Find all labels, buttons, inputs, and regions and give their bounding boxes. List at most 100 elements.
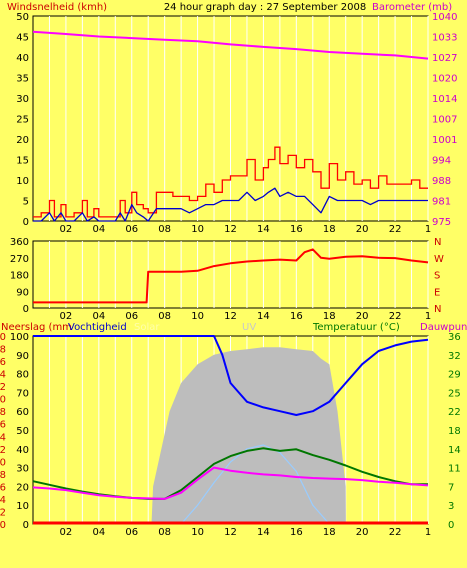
temperature-tick-label: 22: [448, 407, 461, 418]
x-tick-label: 06: [125, 224, 138, 235]
rain-tick-label: 0: [0, 520, 6, 531]
rain-tick-label: 12: [0, 445, 6, 456]
humidity-tick-label: 50: [16, 426, 29, 437]
x-tick-label: 22: [389, 527, 402, 538]
wind-tick-label: 50: [16, 12, 29, 23]
x-tick-label: 12: [224, 311, 237, 322]
uv-label: UV: [242, 322, 256, 333]
barometer-tick-label: 1027: [432, 53, 457, 64]
humidity-tick-label: 70: [16, 388, 29, 399]
rain-tick-label: 24: [0, 370, 6, 381]
compass-tick-label: N: [434, 304, 441, 315]
x-tick-label: 20: [356, 527, 369, 538]
wind-tick-label: 20: [16, 135, 29, 146]
barometer-tick-label: 975: [432, 217, 451, 228]
rain-tick-label: 26: [0, 357, 6, 368]
x-tick-label: 1: [425, 527, 431, 538]
uv-index-line: [180, 444, 330, 525]
humidity-tick-label: 10: [16, 501, 29, 512]
rain-tick-label: 6: [0, 482, 6, 493]
wind-tick-label: 35: [16, 74, 29, 85]
temperature-tick-label: 36: [448, 332, 461, 343]
barometer-line: [32, 30, 429, 60]
temperature-tick-label: 3: [448, 501, 454, 512]
data-marks: [32, 30, 429, 525]
x-tick-label: 04: [92, 224, 105, 235]
wind-tick-label: 30: [16, 94, 29, 105]
temperature-tick-label: 7: [448, 482, 454, 493]
x-tick-label: 14: [257, 311, 270, 322]
wind-gust-line: [33, 146, 428, 218]
x-tick-label: 02: [60, 311, 73, 322]
barometer-tick-label: 1033: [432, 33, 457, 44]
humidity-tick-label: 30: [16, 464, 29, 475]
x-tick-label: 22: [389, 311, 402, 322]
x-tick-label: 12: [224, 224, 237, 235]
rain-tick-label: 10: [0, 457, 6, 468]
x-tick-label: 18: [323, 311, 336, 322]
humidity-axis-label: Vochtigheid: [68, 322, 127, 333]
humidity-tick-label: 80: [16, 370, 29, 381]
x-tick-label: 04: [92, 527, 105, 538]
temperature-tick-label: 32: [448, 351, 461, 362]
dewpoint-line: [32, 466, 429, 500]
temperature-tick-label: 14: [448, 445, 461, 456]
chart-title: 24 hour graph day : 27 September 2008: [164, 2, 366, 13]
rain-tick-label: 16: [0, 420, 6, 431]
compass-tick-label: E: [434, 287, 440, 298]
wind-tick-label: 10: [16, 176, 29, 187]
barometer-tick-label: 988: [432, 176, 451, 187]
rain-tick-label: 18: [0, 407, 6, 418]
rain-tick-label: 4: [0, 495, 6, 506]
temperature-tick-label: 18: [448, 426, 461, 437]
wind-tick-label: 15: [16, 156, 29, 167]
x-tick-label: 22: [389, 224, 402, 235]
rain-tick-label: 14: [0, 432, 6, 443]
barometer-tick-label: 1040: [432, 12, 457, 23]
x-tick-label: 16: [290, 224, 303, 235]
x-tick-label: 20: [356, 224, 369, 235]
x-tick-label: 06: [125, 527, 138, 538]
x-tick-label: 18: [323, 527, 336, 538]
barometer-tick-label: 1020: [432, 74, 457, 85]
compass-tick-label: S: [434, 271, 440, 282]
wind-average-line: [33, 187, 428, 222]
direction-tick-label: 90: [16, 287, 29, 298]
wind-tick-label: 0: [23, 217, 29, 228]
x-tick-label: 20: [356, 311, 369, 322]
wind-axis-label: Windsnelheid (kmh): [7, 2, 107, 13]
humidity-tick-label: 20: [16, 482, 29, 493]
temperature-tick-label: 0: [448, 520, 454, 531]
direction-tick-label: 180: [10, 271, 29, 282]
humidity-tick-label: 0: [23, 520, 29, 531]
barometer-tick-label: 981: [432, 197, 451, 208]
rain-axis-label: Neerslag (mm: [1, 322, 72, 333]
tick-labels: 02 04 06 08 10 12 14 16 18 20 22 102 04 06 08 10 12 14 16 1…: [0, 12, 461, 538]
barometer-tick-label: 1014: [432, 94, 457, 105]
compass-tick-label: W: [434, 254, 444, 265]
rain-tick-label: 20: [0, 395, 6, 406]
rain-tick-label: 30: [0, 332, 6, 343]
direction-tick-label: 0: [23, 304, 29, 315]
barometer-tick-label: 1001: [432, 135, 457, 146]
x-tick-label: 08: [158, 527, 171, 538]
rain-tick-label: 22: [0, 382, 6, 393]
x-tick-label: 1: [425, 311, 431, 322]
dewpoint-axis-label: Dauwpunt: [420, 322, 467, 333]
humidity-line: [33, 335, 429, 416]
temperature-tick-label: 25: [448, 388, 461, 399]
x-tick-label: 06: [125, 311, 138, 322]
x-tick-label: 18: [323, 224, 336, 235]
x-tick-label: 02: [60, 224, 73, 235]
x-tick-label: 08: [158, 311, 171, 322]
compass-tick-label: N: [434, 237, 441, 248]
direction-tick-label: 270: [10, 254, 29, 265]
x-tick-label: 16: [290, 527, 303, 538]
x-tick-label: 14: [257, 527, 270, 538]
temperature-line: [32, 447, 428, 500]
temperature-tick-label: 29: [448, 370, 461, 381]
rain-tick-label: 8: [0, 470, 6, 481]
x-tick-label: 08: [158, 224, 171, 235]
